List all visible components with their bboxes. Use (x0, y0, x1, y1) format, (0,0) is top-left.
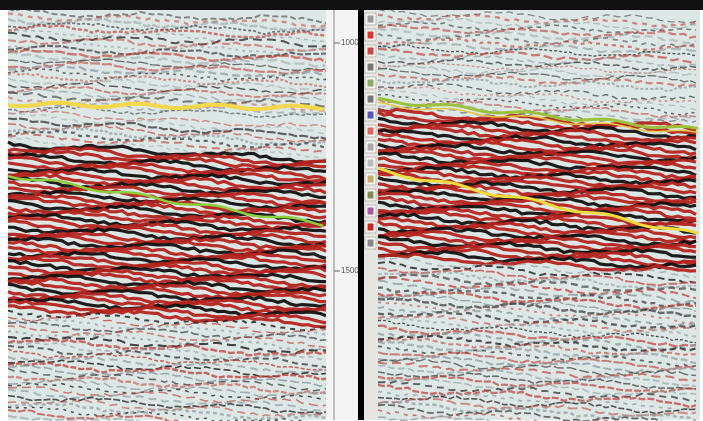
tool-icon (368, 16, 374, 23)
tool-icon (368, 80, 374, 87)
tool-icon (368, 240, 374, 247)
time-axis (326, 10, 358, 420)
tool-icon (368, 32, 374, 39)
tool-icon (368, 128, 374, 135)
right-section-view (378, 9, 700, 421)
tool-icon (368, 192, 374, 199)
axis-label: 1500 (341, 266, 359, 275)
top-bar (0, 0, 703, 10)
axis-label: 1000 (341, 38, 359, 47)
tool-icon (368, 208, 374, 215)
tool-icon (368, 160, 374, 167)
seismic-window: 1000 1500 (0, 0, 703, 421)
tool-group (365, 13, 376, 249)
tool-icon (368, 64, 374, 71)
tool-icon (368, 112, 374, 119)
tool-icon (368, 144, 374, 151)
tool-icon (368, 224, 374, 231)
tool-icon (368, 48, 374, 55)
tool-icon (368, 176, 374, 183)
tool-icon (368, 96, 374, 103)
divider (358, 10, 364, 420)
left-section-view (8, 9, 326, 421)
